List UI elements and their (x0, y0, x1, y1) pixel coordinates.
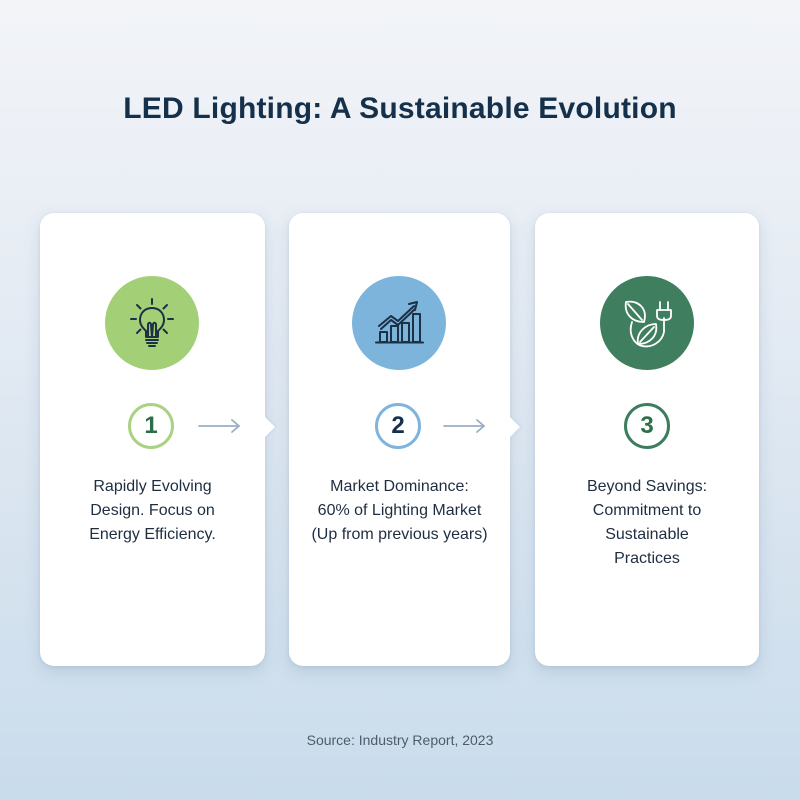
icon-badge (600, 276, 694, 370)
desc-line: (Up from previous years) (311, 526, 488, 543)
desc-line: Rapidly Evolving (93, 478, 212, 495)
growth-chart-icon (375, 301, 424, 344)
step-description: Rapidly Evolving Design. Focus on Energy… (50, 475, 255, 547)
pointer-notch (265, 417, 275, 437)
desc-line: 60% of Lighting Market (317, 502, 482, 519)
desc-line: Beyond Savings: (586, 478, 708, 495)
step-number-2: 2 (375, 403, 421, 449)
step-description: Beyond Savings: Commitment to Sustainabl… (545, 475, 749, 571)
pointer-notch (510, 417, 520, 437)
desc-line: Commitment to (592, 502, 702, 519)
icon-badge (352, 276, 446, 370)
arrow-right-icon (198, 419, 240, 433)
desc-line: Practices (614, 550, 680, 567)
page-title: LED Lighting: A Sustainable Evolution (123, 92, 677, 125)
desc-line: Energy Efficiency. (89, 526, 216, 543)
arrow-right-icon (443, 419, 485, 433)
lightbulb-icon (130, 298, 174, 347)
desc-line: Market Dominance: (330, 478, 469, 495)
desc-line: Design. Focus on (90, 502, 215, 519)
step-number-1: 1 (128, 403, 174, 449)
step-number-3: 3 (624, 403, 670, 449)
step-card-2: 2 Market Dominance: 60% of Lighting Mark… (289, 213, 520, 666)
step-card-1: 1 Rapidly Evolving Design. Focus on Ener… (40, 213, 275, 666)
step-description: Market Dominance: 60% of Lighting Market… (299, 475, 500, 547)
leaf-plug-icon (624, 300, 672, 348)
step-card-3: 3 Beyond Savings: Commitment to Sustaina… (535, 213, 759, 666)
icon-badge (105, 276, 199, 370)
desc-line: Sustainable (605, 526, 689, 543)
source-caption: Source: Industry Report, 2023 (306, 732, 494, 748)
